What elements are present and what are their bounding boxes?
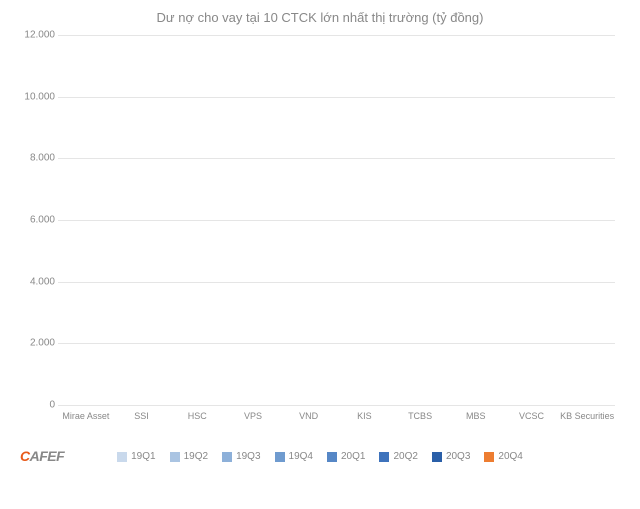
x-tick-label: KB Securities bbox=[559, 411, 615, 421]
gridline bbox=[58, 282, 615, 283]
gridline bbox=[58, 35, 615, 36]
y-tick-label: 4.000 bbox=[20, 276, 55, 287]
gridline bbox=[58, 158, 615, 159]
x-axis-labels: Mirae AssetSSIHSCVPSVNDKISTCBSMBSVCSCKB … bbox=[58, 411, 615, 421]
x-tick-label: Mirae Asset bbox=[58, 411, 114, 421]
logo-prefix: C bbox=[20, 448, 30, 464]
chart-title: Dư nợ cho vay tại 10 CTCK lớn nhất thị t… bbox=[20, 10, 620, 25]
legend-label: 19Q4 bbox=[289, 451, 313, 462]
y-tick-label: 12.000 bbox=[20, 30, 55, 41]
legend-item: 19Q4 bbox=[275, 451, 313, 462]
y-tick-label: 10.000 bbox=[20, 91, 55, 102]
legend-label: 20Q2 bbox=[393, 451, 417, 462]
legend-label: 19Q3 bbox=[236, 451, 260, 462]
legend-label: 19Q1 bbox=[131, 451, 155, 462]
y-tick-label: 8.000 bbox=[20, 153, 55, 164]
x-tick-label: SSI bbox=[114, 411, 170, 421]
x-tick-label: VND bbox=[281, 411, 337, 421]
x-tick-label: VCSC bbox=[504, 411, 560, 421]
x-tick-label: TCBS bbox=[392, 411, 448, 421]
gridline bbox=[58, 405, 615, 406]
legend-swatch bbox=[117, 452, 127, 462]
chart-area: 02.0004.0006.0008.00010.00012.000 bbox=[58, 35, 615, 405]
gridline bbox=[58, 220, 615, 221]
legend-swatch bbox=[379, 452, 389, 462]
y-axis: 02.0004.0006.0008.00010.00012.000 bbox=[20, 35, 55, 405]
legend-item: 19Q1 bbox=[117, 451, 155, 462]
gridline bbox=[58, 97, 615, 98]
legend-item: 19Q3 bbox=[222, 451, 260, 462]
logo: CAFEF bbox=[20, 448, 64, 464]
y-tick-label: 2.000 bbox=[20, 338, 55, 349]
legend-swatch bbox=[484, 452, 494, 462]
legend-swatch bbox=[327, 452, 337, 462]
legend-item: 20Q1 bbox=[327, 451, 365, 462]
legend-item: 20Q3 bbox=[432, 451, 470, 462]
legend-item: 20Q2 bbox=[379, 451, 417, 462]
y-tick-label: 6.000 bbox=[20, 215, 55, 226]
legend-label: 19Q2 bbox=[184, 451, 208, 462]
legend-swatch bbox=[222, 452, 232, 462]
legend-swatch bbox=[170, 452, 180, 462]
x-tick-label: HSC bbox=[169, 411, 225, 421]
legend-item: 19Q2 bbox=[170, 451, 208, 462]
logo-rest: AFEF bbox=[30, 448, 65, 464]
legend-label: 20Q4 bbox=[498, 451, 522, 462]
legend-item: 20Q4 bbox=[484, 451, 522, 462]
chart-legend: 19Q1 19Q2 19Q3 19Q4 20Q1 20Q2 20Q3 20Q4 bbox=[20, 451, 620, 462]
gridline bbox=[58, 343, 615, 344]
legend-swatch bbox=[275, 452, 285, 462]
x-tick-label: KIS bbox=[337, 411, 393, 421]
legend-label: 20Q3 bbox=[446, 451, 470, 462]
legend-swatch bbox=[432, 452, 442, 462]
x-tick-label: VPS bbox=[225, 411, 281, 421]
x-tick-label: MBS bbox=[448, 411, 504, 421]
legend-label: 20Q1 bbox=[341, 451, 365, 462]
y-tick-label: 0 bbox=[20, 400, 55, 411]
